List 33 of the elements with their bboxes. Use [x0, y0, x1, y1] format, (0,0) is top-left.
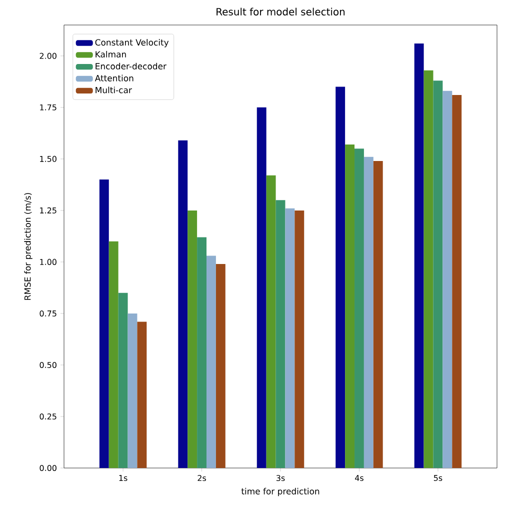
legend-label: Kalman	[96, 50, 126, 58]
bar	[442, 90, 452, 468]
bar	[424, 70, 434, 468]
legend-label: Attention	[94, 74, 134, 82]
bar	[373, 160, 383, 468]
bar	[108, 241, 118, 468]
bar	[285, 208, 295, 468]
bar	[336, 86, 346, 468]
bar	[118, 292, 128, 468]
x-axis-title: time for prediction	[241, 488, 320, 496]
chart-title: Result for model selection	[216, 8, 345, 16]
bar	[354, 148, 364, 468]
y-axis-title: RMSE for prediction (m/s)	[24, 193, 32, 300]
bar	[128, 313, 138, 468]
bar	[188, 210, 198, 468]
bar	[216, 264, 226, 468]
bar	[137, 322, 147, 468]
legend-label: Constant Velocity	[95, 39, 169, 48]
bar	[364, 156, 374, 468]
bar	[345, 144, 355, 468]
bar	[197, 237, 206, 468]
bar	[206, 256, 216, 468]
bar	[256, 107, 266, 468]
bar	[266, 175, 276, 468]
bar	[294, 210, 304, 468]
bar	[178, 140, 188, 468]
bar	[452, 95, 462, 468]
bar	[433, 80, 443, 468]
bar	[414, 44, 424, 468]
legend-label: Encoder-decoder	[96, 62, 166, 70]
legend-label: Multi-car	[96, 86, 132, 94]
bar	[276, 200, 286, 468]
bar	[99, 180, 109, 468]
